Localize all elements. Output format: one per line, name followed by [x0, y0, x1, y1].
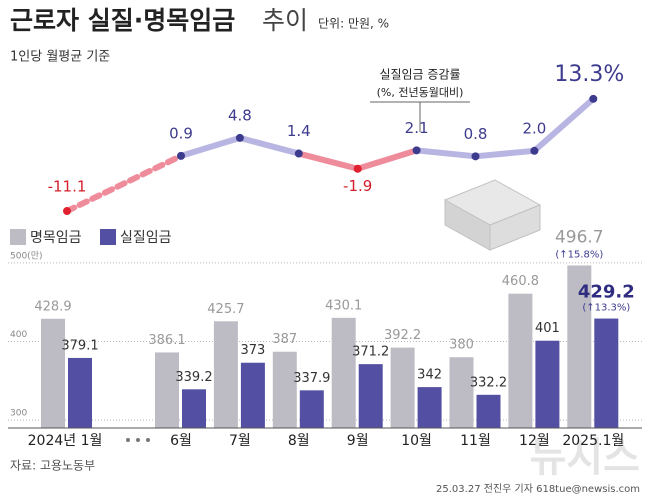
line-point	[294, 149, 303, 158]
bar-value-label: 387	[272, 332, 297, 347]
bar	[213, 321, 238, 428]
bar	[240, 362, 265, 428]
x-tick-label: 11월	[460, 433, 491, 449]
bar-value-label: 386.1	[148, 333, 185, 348]
bar-value-label: 371.2	[352, 345, 389, 360]
y-tick-label: 500(만)	[10, 250, 42, 261]
bar	[299, 390, 324, 428]
bar-annotation: (↑13.3%)	[582, 303, 630, 314]
bar-annotation: (↑15.8%)	[555, 249, 603, 260]
bar	[155, 352, 179, 428]
bar-value-label: 460.8	[502, 274, 539, 289]
bar	[508, 293, 533, 428]
bar-value-label: 428.9	[34, 299, 71, 314]
line-segment	[413, 147, 479, 160]
bar-value-label: 342	[417, 368, 442, 383]
subtitle: 1인당 월평균 기준	[10, 50, 110, 65]
line-segment	[236, 134, 302, 157]
line-segment	[531, 95, 597, 154]
x-tick-label: 2025.1월	[562, 433, 624, 449]
line-note: (%, 전년동월대비)	[377, 86, 464, 99]
legend-swatch	[100, 229, 116, 245]
line-value-label: 4.8	[228, 106, 252, 124]
x-tick-label: 9월	[347, 433, 369, 449]
line-point	[471, 152, 480, 161]
bar-value-label: 425.7	[207, 302, 244, 317]
line-point	[353, 164, 362, 173]
line-segment	[472, 147, 538, 160]
bar	[182, 389, 206, 428]
unit-label: 단위: 만원, %	[318, 17, 389, 31]
bar	[417, 387, 442, 428]
title: 근로자 실질·명목임금	[10, 6, 235, 35]
line-segment	[178, 134, 243, 159]
note-bracket	[370, 101, 470, 132]
line-point	[177, 151, 185, 160]
bar-value-label: 373	[240, 343, 265, 358]
bar-value-label: 339.2	[175, 370, 212, 385]
x-tick-label: 6월	[170, 433, 192, 449]
line-point	[530, 146, 539, 155]
bar	[358, 364, 383, 428]
y-tick-label: 300	[10, 409, 27, 419]
line-value-label: 2.0	[522, 119, 546, 137]
bar	[535, 340, 560, 428]
line-value-label: 0.9	[169, 124, 193, 142]
watermark: 뉴시스	[530, 435, 640, 481]
line-segment	[64, 152, 184, 215]
bar	[567, 265, 592, 428]
box-illustration	[443, 179, 542, 251]
bar	[68, 357, 92, 428]
line-point	[589, 94, 598, 103]
line-value-label: -11.1	[48, 178, 87, 196]
x-tick-label: 12월	[519, 433, 550, 449]
bar-value-label: 392.2	[384, 328, 421, 343]
bar	[331, 317, 356, 428]
bar	[476, 394, 501, 428]
bar-value-label: 401	[535, 321, 560, 336]
bar	[41, 318, 65, 428]
legend-swatch	[10, 229, 26, 245]
line-point	[235, 133, 244, 142]
bar	[449, 357, 474, 428]
source: 자료: 고용노동부	[10, 459, 95, 473]
line-segment	[295, 150, 361, 172]
x-tick-label: 2024년 1월	[28, 433, 103, 449]
line-point	[412, 146, 421, 155]
y-tick-label: 400	[10, 330, 27, 340]
legend-label: 명목임금	[30, 230, 82, 246]
bar-value-label: 430.1	[325, 298, 362, 313]
legend-label: 실질임금	[120, 230, 172, 246]
line-note: 실질임금 증감률	[379, 68, 460, 82]
line-value-label: 2.1	[405, 119, 429, 137]
bar	[272, 351, 297, 428]
x-tick-label: 7월	[229, 433, 251, 449]
bar-value-label: 332.2	[470, 375, 507, 390]
x-tick-label: 10월	[401, 433, 432, 449]
line-value-label: -1.9	[343, 177, 372, 195]
bar-value-label: 379.1	[61, 338, 98, 353]
line-value-label: 1.4	[287, 122, 311, 140]
credit: 25.03.27 전진우 기자 618tue@newsis.com	[436, 483, 640, 495]
line-segment	[354, 147, 420, 172]
x-tick-label: 8월	[288, 433, 310, 449]
bar-value-label: 429.2	[578, 282, 635, 303]
bar	[390, 347, 415, 428]
line-value-label: 13.3%	[554, 62, 624, 87]
bar	[594, 318, 619, 428]
line-value-label: 0.8	[464, 125, 488, 143]
bar-value-label: 496.7	[555, 227, 604, 247]
bar-value-label: 337.9	[293, 371, 330, 386]
bar-value-label: 380	[449, 338, 474, 353]
gap-dots	[126, 438, 150, 442]
line-point	[63, 207, 71, 216]
title-suffix: 추이	[262, 6, 308, 35]
